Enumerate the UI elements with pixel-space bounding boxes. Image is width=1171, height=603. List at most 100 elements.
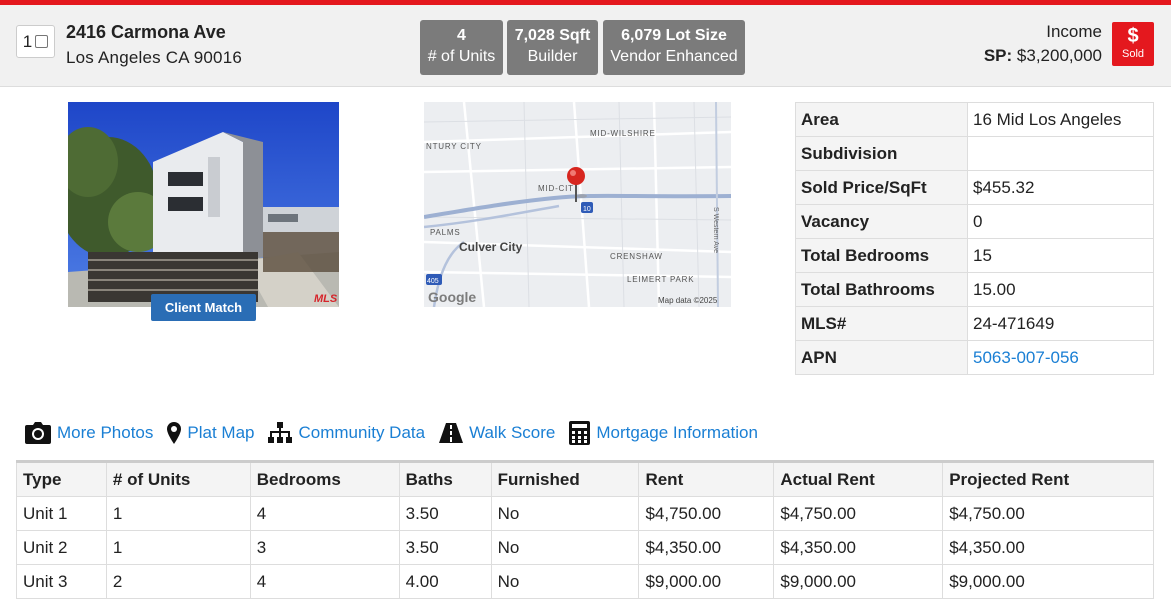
interstate-405-label: 405 [427, 278, 439, 285]
table-cell: $4,350.00 [942, 530, 1154, 565]
location-map[interactable]: MID-WILSHIRE NTURY CITY MID-CIT PALMS CR… [424, 102, 731, 307]
map-label-western-ave: S Western Ave [712, 207, 719, 253]
mls-watermark: MLS [314, 293, 338, 305]
details-value: 15 [967, 238, 1154, 273]
interstate-10-shield-icon [581, 202, 593, 213]
table-cell: $4,750.00 [942, 496, 1154, 531]
details-row: Area 16 Mid Los Angeles [795, 102, 1154, 137]
details-row: Subdivision [795, 136, 1154, 171]
stat-label: Builder [527, 48, 578, 65]
table-cell: No [490, 496, 640, 531]
plat-map-link[interactable]: Plat Map [167, 422, 254, 444]
google-logo: Google [428, 289, 476, 305]
listing-actions: More Photos Plat Map Community Data Walk… [25, 418, 772, 448]
select-listing-checkbox[interactable]: 1 [16, 25, 55, 58]
column-header: Projected Rent [942, 461, 1154, 497]
status-text: Sold [1121, 48, 1145, 60]
details-row: Total Bedrooms 15 [795, 238, 1154, 273]
details-row: MLS# 24-471649 [795, 306, 1154, 341]
map-label-century-city: NTURY CITY [426, 142, 482, 151]
map-label-leimert-park: LEIMERT PARK [627, 275, 694, 284]
details-value: 0 [967, 204, 1154, 239]
table-row: Unit 2 1 3 3.50 No $4,350.00 $4,350.00 $… [16, 530, 1154, 565]
table-cell: Unit 3 [16, 564, 107, 599]
property-photo[interactable]: MLS [68, 102, 339, 307]
map-label-mid-wilshire: MID-WILSHIRE [590, 129, 656, 138]
apn-link[interactable]: 5063-007-056 [973, 347, 1079, 367]
street-address[interactable]: 2416 Carmona Ave [66, 22, 226, 42]
map-label-culver-city: Culver City [459, 240, 523, 254]
details-label: Area [795, 102, 968, 137]
details-label: Total Bedrooms [795, 238, 968, 273]
column-header: Rent [638, 461, 775, 497]
column-header: Baths [398, 461, 492, 497]
sold-price-value: $3,200,000 [1016, 46, 1102, 65]
table-cell: $4,750.00 [773, 496, 944, 531]
table-cell: Unit 1 [16, 496, 107, 531]
table-cell: 3.50 [398, 496, 492, 531]
details-value: 24-471649 [967, 306, 1154, 341]
details-value [967, 136, 1154, 171]
table-cell: No [490, 564, 640, 599]
sitemap-icon [268, 422, 293, 443]
table-cell: 4 [249, 564, 400, 599]
table-cell: $4,350.00 [773, 530, 944, 565]
table-cell: 2 [105, 564, 251, 599]
details-row: Total Bathrooms 15.00 [795, 272, 1154, 307]
column-header: Bedrooms [249, 461, 400, 497]
map-label-crenshaw: CRENSHAW [610, 252, 663, 261]
details-row: Vacancy 0 [795, 204, 1154, 239]
dollar-icon: $ [1127, 25, 1139, 47]
road-icon [439, 423, 464, 443]
column-header: Furnished [490, 461, 640, 497]
table-row: Unit 1 1 4 3.50 No $4,750.00 $4,750.00 $… [16, 496, 1154, 531]
mortgage-information-link[interactable]: Mortgage Information [569, 421, 758, 445]
map-label-palms: PALMS [430, 228, 461, 237]
listing-number: 1 [22, 31, 33, 51]
client-match-button[interactable]: Client Match [151, 294, 256, 321]
column-header: # of Units [105, 461, 251, 497]
details-row: Sold Price/SqFt $455.32 [795, 170, 1154, 205]
column-header: Type [16, 461, 107, 497]
units-table: Type # of Units Bedrooms Baths Furnished… [16, 460, 1154, 599]
column-header: Actual Rent [773, 461, 944, 497]
map-data-credit: Map data ©2025 [658, 296, 718, 305]
details-label: Vacancy [795, 204, 968, 239]
stat-lot-size: 6,079 Lot Size Vendor Enhanced [603, 20, 745, 75]
details-value: 5063-007-056 [967, 340, 1154, 375]
property-details-table: Area 16 Mid Los Angeles Subdivision Sold … [795, 102, 1154, 375]
more-photos-link[interactable]: More Photos [25, 422, 153, 444]
stat-value: 7,028 Sqft [514, 27, 591, 44]
table-cell: $4,750.00 [638, 496, 775, 531]
stat-value: 4 [457, 27, 466, 44]
more-photos-label: More Photos [57, 423, 154, 442]
map-label-mid-city: MID-CIT [538, 184, 574, 193]
community-data-link[interactable]: Community Data [268, 422, 425, 444]
calculator-icon [569, 421, 591, 445]
details-row: APN 5063-007-056 [795, 340, 1154, 375]
stat-label: Vendor Enhanced [610, 48, 738, 65]
interstate-405-shield-icon [426, 274, 442, 285]
map-pin-marker-icon [567, 167, 587, 202]
stat-sqft: 7,028 Sqft Builder [507, 20, 598, 75]
table-cell: $9,000.00 [773, 564, 944, 599]
table-cell: 1 [105, 496, 251, 531]
top-accent-bar [0, 0, 1171, 5]
walk-score-link[interactable]: Walk Score [439, 423, 555, 443]
details-value: 15.00 [967, 272, 1154, 307]
units-header-row: Type # of Units Bedrooms Baths Furnished… [16, 461, 1154, 497]
details-label: Sold Price/SqFt [795, 170, 968, 205]
checkbox[interactable] [35, 35, 49, 48]
sold-status-badge: $ Sold [1112, 22, 1154, 66]
sold-price: SP: $3,200,000 [984, 46, 1102, 66]
details-label: APN [795, 340, 968, 375]
table-cell: Unit 2 [16, 530, 107, 565]
table-cell: 3.50 [398, 530, 492, 565]
table-row: Unit 3 2 4 4.00 No $9,000.00 $9,000.00 $… [16, 564, 1154, 599]
details-label: Subdivision [795, 136, 968, 171]
listing-header: 1 2416 Carmona Ave Los Angeles CA 90016 … [0, 5, 1171, 87]
stat-label: # of Units [427, 48, 496, 65]
table-cell: 4 [249, 496, 400, 531]
table-cell: 1 [105, 530, 251, 565]
sold-price-label: SP: [983, 46, 1013, 65]
